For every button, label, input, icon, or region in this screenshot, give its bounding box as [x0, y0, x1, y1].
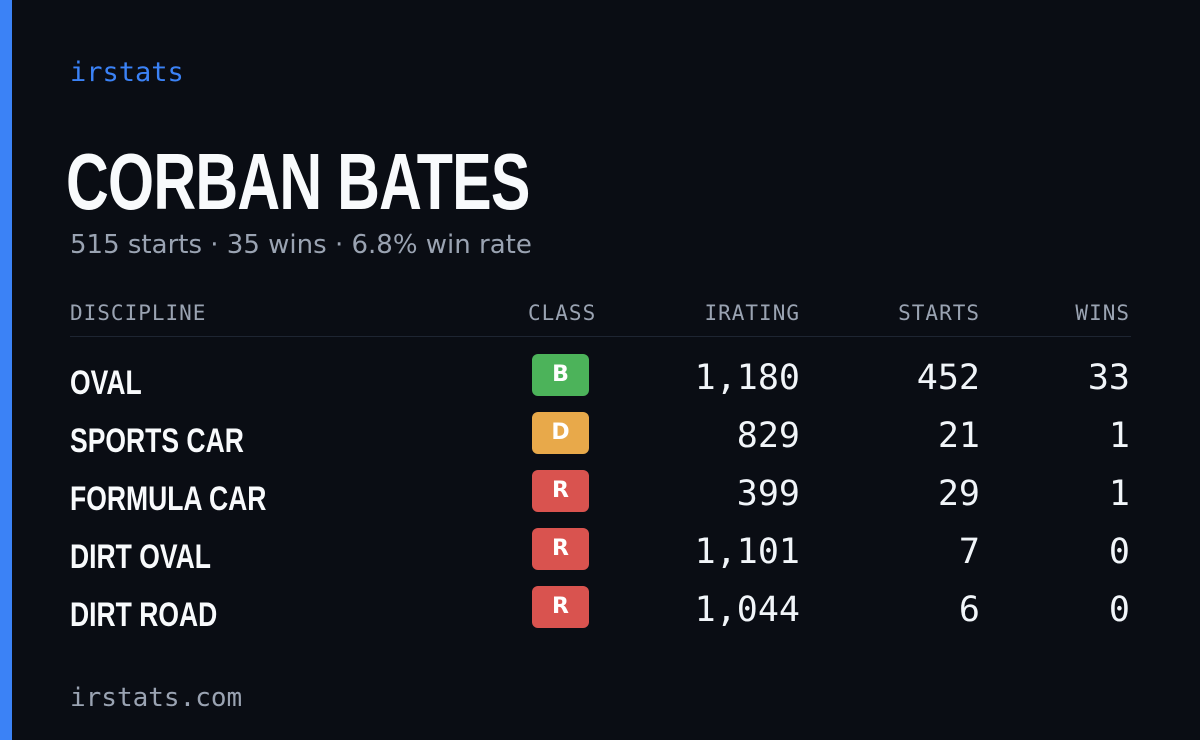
summary-separator: · [210, 230, 219, 260]
table-row: DIRT ROAD R 1,044 6 0 [70, 586, 1131, 644]
discipline-name: OVAL [70, 364, 142, 402]
irating-value: 1,101 [694, 532, 800, 572]
summary-line: 515 starts · 35 wins · 6.8% win rate [70, 228, 532, 262]
footer-url: irstats.com [70, 683, 243, 713]
column-header-irating: IRATING [704, 301, 800, 325]
discipline-name: DIRT OVAL [70, 538, 211, 576]
class-badge: R [532, 586, 589, 628]
column-header-class: CLASS [528, 301, 597, 325]
class-badge: R [532, 528, 589, 570]
summary-starts: 515 starts [70, 230, 202, 260]
player-name: CORBAN BATES [66, 137, 530, 226]
discipline-name: FORMULA CAR [70, 480, 267, 518]
irating-value: 399 [736, 474, 800, 514]
summary-wins: 35 wins [226, 230, 327, 260]
stats-table: DISCIPLINE CLASS IRATING STARTS WINS OVA… [70, 298, 1131, 644]
summary-win-rate: 6.8% win rate [351, 230, 532, 260]
column-header-starts: STARTS [898, 301, 980, 325]
accent-bar [0, 0, 12, 740]
irating-value: 1,180 [694, 358, 800, 398]
brand-logo: irstats [70, 57, 184, 88]
summary-separator: · [334, 230, 344, 260]
wins-value: 33 [1087, 358, 1130, 398]
table-row: SPORTS CAR D 829 21 1 [70, 412, 1131, 470]
class-badge: D [532, 412, 589, 454]
table-row: DIRT OVAL R 1,101 7 0 [70, 528, 1131, 586]
table-header: DISCIPLINE CLASS IRATING STARTS WINS [70, 298, 1131, 337]
class-badge: B [532, 354, 589, 396]
irating-value: 1,044 [694, 590, 800, 630]
table-row: FORMULA CAR R 399 29 1 [70, 470, 1131, 528]
starts-value: 29 [937, 474, 980, 514]
wins-value: 0 [1108, 590, 1130, 630]
wins-value: 0 [1108, 532, 1130, 572]
column-header-discipline: DISCIPLINE [70, 301, 207, 325]
class-badge: R [532, 470, 589, 512]
wins-value: 1 [1108, 416, 1130, 456]
table-row: OVAL B 1,180 452 33 [70, 354, 1131, 412]
discipline-name: SPORTS CAR [70, 422, 244, 460]
starts-value: 6 [958, 590, 980, 630]
column-header-wins: WINS [1075, 301, 1130, 325]
wins-value: 1 [1108, 474, 1130, 514]
starts-value: 452 [916, 358, 980, 398]
starts-value: 7 [958, 532, 980, 572]
table-body: OVAL B 1,180 452 33 SPORTS CAR D 829 21 … [70, 337, 1131, 644]
irating-value: 829 [736, 416, 800, 456]
starts-value: 21 [937, 416, 980, 456]
discipline-name: DIRT ROAD [70, 596, 218, 634]
